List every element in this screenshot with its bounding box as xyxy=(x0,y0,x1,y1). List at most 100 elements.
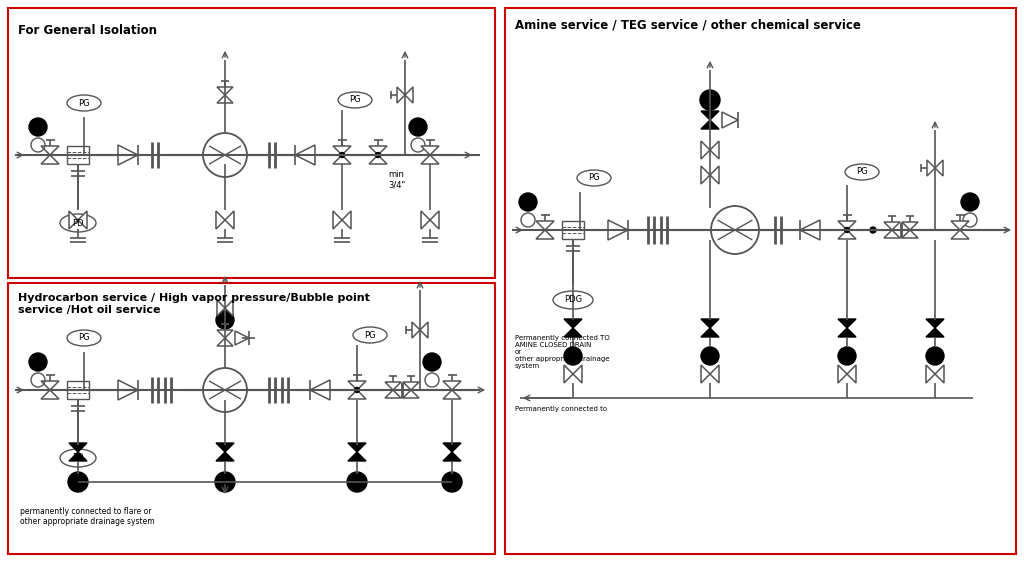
Polygon shape xyxy=(348,390,366,399)
Polygon shape xyxy=(216,443,234,452)
Polygon shape xyxy=(951,230,969,239)
Text: PG: PG xyxy=(78,333,90,342)
Bar xyxy=(8,283,495,554)
Circle shape xyxy=(68,472,88,492)
Polygon shape xyxy=(926,328,944,337)
Polygon shape xyxy=(701,365,710,383)
Polygon shape xyxy=(421,146,439,155)
Circle shape xyxy=(926,347,944,365)
Polygon shape xyxy=(216,211,225,229)
Text: PD: PD xyxy=(72,454,84,463)
Circle shape xyxy=(845,228,850,233)
Polygon shape xyxy=(225,211,234,229)
Polygon shape xyxy=(41,155,59,164)
Polygon shape xyxy=(369,146,387,155)
Polygon shape xyxy=(421,211,430,229)
Polygon shape xyxy=(701,141,710,159)
Circle shape xyxy=(29,118,47,136)
Circle shape xyxy=(961,193,979,211)
Circle shape xyxy=(354,388,359,392)
Polygon shape xyxy=(710,166,719,184)
Polygon shape xyxy=(118,380,138,400)
Polygon shape xyxy=(701,328,719,337)
Polygon shape xyxy=(225,300,233,316)
Text: PDG: PDG xyxy=(564,296,582,305)
Polygon shape xyxy=(710,141,719,159)
Polygon shape xyxy=(348,381,366,390)
Polygon shape xyxy=(838,319,856,328)
Polygon shape xyxy=(385,382,401,390)
Polygon shape xyxy=(902,230,918,238)
Polygon shape xyxy=(443,390,461,399)
Polygon shape xyxy=(217,95,233,103)
Bar xyxy=(67,381,89,399)
Text: PG: PG xyxy=(856,167,867,176)
Polygon shape xyxy=(443,381,461,390)
Text: PG: PG xyxy=(588,174,600,183)
Polygon shape xyxy=(333,146,351,155)
Text: Amine service / TEG service / other chemical service: Amine service / TEG service / other chem… xyxy=(515,18,861,31)
Polygon shape xyxy=(406,87,413,103)
Polygon shape xyxy=(564,319,582,328)
Polygon shape xyxy=(78,211,87,229)
Polygon shape xyxy=(701,166,710,184)
Bar xyxy=(8,8,495,278)
Polygon shape xyxy=(41,381,59,390)
Text: Permanently connected to: Permanently connected to xyxy=(515,406,607,412)
Polygon shape xyxy=(403,382,419,390)
Polygon shape xyxy=(926,319,944,328)
Text: Hydrocarbon service / High vapor pressure/Bubble point
service /Hot oil service: Hydrocarbon service / High vapor pressur… xyxy=(18,293,370,315)
Polygon shape xyxy=(333,211,342,229)
Polygon shape xyxy=(310,380,330,400)
Polygon shape xyxy=(217,330,233,338)
Polygon shape xyxy=(295,145,315,165)
Polygon shape xyxy=(838,328,856,337)
Polygon shape xyxy=(847,365,856,383)
Bar xyxy=(67,146,89,164)
Bar xyxy=(505,8,1016,554)
Polygon shape xyxy=(385,390,401,398)
Polygon shape xyxy=(902,222,918,230)
Polygon shape xyxy=(217,338,233,346)
Circle shape xyxy=(215,472,234,492)
Polygon shape xyxy=(884,222,900,230)
Circle shape xyxy=(347,472,367,492)
Polygon shape xyxy=(701,319,719,328)
Circle shape xyxy=(423,353,441,371)
Polygon shape xyxy=(420,322,428,338)
Polygon shape xyxy=(430,211,439,229)
Polygon shape xyxy=(710,365,719,383)
Circle shape xyxy=(870,227,876,233)
Polygon shape xyxy=(722,112,738,128)
Polygon shape xyxy=(701,111,719,120)
Circle shape xyxy=(564,347,582,365)
Polygon shape xyxy=(217,300,225,316)
Polygon shape xyxy=(41,390,59,399)
Polygon shape xyxy=(333,155,351,164)
Text: PD: PD xyxy=(72,219,84,228)
Text: PG: PG xyxy=(349,96,360,105)
Bar xyxy=(562,221,584,239)
Circle shape xyxy=(216,311,234,329)
Polygon shape xyxy=(69,452,87,461)
Text: Permanently connected TO
AMINE CLOSED DRAIN
or
other appropriate drainage
system: Permanently connected TO AMINE CLOSED DR… xyxy=(515,335,609,369)
Polygon shape xyxy=(118,145,138,165)
Text: permanently connected to flare or
other appropriate drainage system: permanently connected to flare or other … xyxy=(20,507,155,527)
Circle shape xyxy=(409,118,427,136)
Polygon shape xyxy=(838,230,856,239)
Polygon shape xyxy=(443,443,461,452)
Text: PG: PG xyxy=(78,98,90,107)
Polygon shape xyxy=(69,443,87,452)
Polygon shape xyxy=(564,365,573,383)
Circle shape xyxy=(29,353,47,371)
Polygon shape xyxy=(234,331,249,345)
Circle shape xyxy=(340,152,344,157)
Circle shape xyxy=(701,347,719,365)
Text: min
3/4": min 3/4" xyxy=(388,170,406,189)
Polygon shape xyxy=(397,87,406,103)
Polygon shape xyxy=(926,365,935,383)
Circle shape xyxy=(519,193,537,211)
Polygon shape xyxy=(342,211,351,229)
Polygon shape xyxy=(348,452,366,461)
Circle shape xyxy=(838,347,856,365)
